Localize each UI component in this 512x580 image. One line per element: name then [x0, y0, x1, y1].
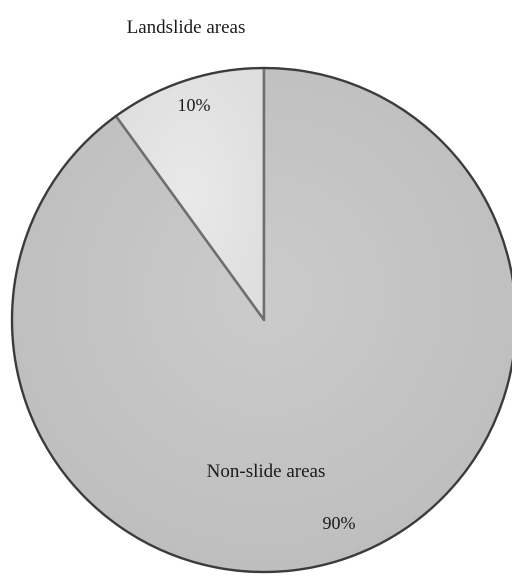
pie-labels: Landslide areas Non-slide areas 10% 90% — [127, 17, 356, 533]
pie-slices — [10, 66, 512, 574]
value-label-landslide: 10% — [178, 95, 211, 115]
pie-outline — [11, 67, 512, 573]
category-label-landslide: Landslide areas — [127, 17, 246, 38]
category-label-nonslide: Non-slide areas — [207, 461, 326, 482]
value-label-nonslide: 90% — [323, 513, 356, 533]
